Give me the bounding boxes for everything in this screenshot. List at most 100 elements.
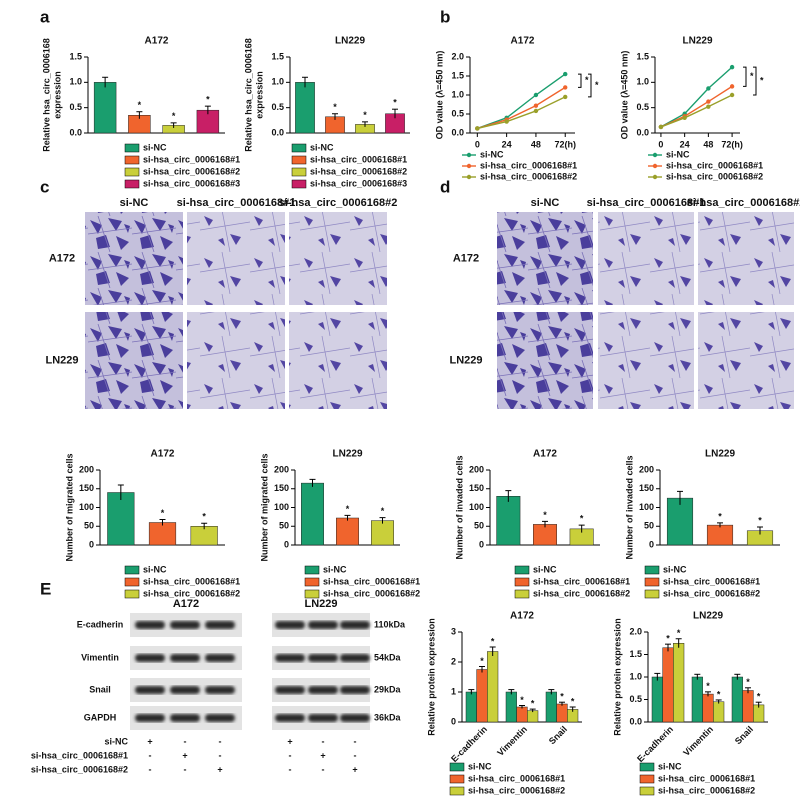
bar [93, 82, 117, 134]
line [477, 96, 566, 130]
significance: * [393, 98, 397, 108]
y-tick-label: 150 [639, 483, 654, 493]
legend-marker [652, 163, 658, 169]
x-tick-label: 72(h) [554, 139, 576, 149]
micrograph [698, 312, 794, 409]
y-axis-label: OD value (λ=450 nm) [434, 51, 444, 140]
y-tick-label: 0.5 [629, 694, 642, 704]
bar [556, 703, 568, 723]
micrograph [598, 212, 694, 305]
y-tick-label: 150 [469, 483, 484, 493]
condition-sign: - [322, 764, 325, 774]
chart-title: A172 [145, 36, 169, 47]
blot-band [275, 714, 305, 722]
bar [527, 710, 539, 723]
legend-swatch [124, 577, 140, 587]
bar [505, 691, 517, 723]
significance: * [161, 508, 165, 518]
legend-swatch [291, 167, 307, 177]
size-label: 29kDa [374, 684, 402, 694]
legend-label: si-hsa_circ_0006168#1 [658, 773, 755, 783]
blot-band [308, 621, 338, 629]
significance: * [718, 511, 722, 521]
point [533, 108, 539, 114]
legend-swatch [644, 565, 660, 575]
legend-label: si-NC [323, 564, 347, 574]
micrograph [598, 312, 694, 409]
legend-label: si-hsa_circ_0006168#1 [310, 154, 407, 164]
blot-title: A172 [173, 598, 199, 610]
y-tick-label: 50 [279, 521, 289, 531]
blot-band [275, 621, 305, 629]
significance: * [206, 95, 210, 105]
significance: * [706, 681, 710, 691]
legend-swatch [304, 565, 320, 575]
y-tick-label: 1.0 [629, 671, 642, 681]
condition-label: si-NC [104, 736, 128, 746]
y-tick-label: 1.5 [271, 51, 284, 61]
legend-label: si-NC [658, 761, 682, 771]
significance: * [172, 111, 176, 121]
chart-title: A172 [151, 449, 175, 460]
legend-label: si-NC [468, 761, 492, 771]
x-tick-label: E-cadherin [635, 724, 675, 764]
legend-label: si-hsa_circ_0006168#2 [658, 785, 755, 795]
column-label: si-hsa_circ_0006168#1 [177, 197, 296, 209]
panel-label: c [40, 177, 49, 196]
significance: * [138, 100, 142, 110]
legend-swatch [124, 143, 140, 153]
significance: * [543, 510, 547, 520]
y-tick-label: 50 [644, 521, 654, 531]
bar [673, 643, 685, 723]
micrograph [187, 312, 285, 409]
blot-band [205, 714, 235, 722]
condition-sign: + [147, 736, 152, 746]
blot-band [135, 714, 165, 722]
significance: * [717, 689, 721, 699]
blot-title: LN229 [304, 598, 337, 610]
x-tick-label: Vimentin [681, 724, 715, 758]
blot-band [275, 686, 305, 694]
bracket [588, 73, 592, 98]
y-tick-label: 150 [79, 483, 94, 493]
bracket-label: * [585, 75, 589, 85]
line [660, 66, 733, 128]
significance: * [746, 677, 750, 687]
legend-swatch [124, 179, 140, 189]
condition-sign: - [219, 750, 222, 760]
legend-label: si-hsa_circ_0006168#2 [533, 588, 630, 598]
legend-label: si-hsa_circ_0006168#1 [480, 160, 577, 170]
y-axis-label: expression [254, 71, 264, 119]
blot-band [340, 714, 370, 722]
significance: * [381, 506, 385, 516]
legend-marker [466, 152, 472, 158]
y-tick-label: 1.5 [636, 51, 649, 61]
blot-band [205, 686, 235, 694]
bar [496, 496, 521, 546]
y-axis-label: OD value (λ=450 nm) [619, 51, 629, 140]
blot-band [340, 654, 370, 662]
y-axis-label: Relative protein expression [426, 618, 436, 736]
y-axis-label: Relative hsa_circ_0006168 [41, 38, 51, 152]
y-axis-label: expression [52, 71, 62, 119]
legend-swatch [291, 179, 307, 189]
bar [691, 676, 703, 723]
bar [336, 517, 359, 546]
x-tick-label: Snail [733, 724, 755, 746]
y-tick-label: 0.5 [271, 102, 284, 112]
legend-label: si-hsa_circ_0006168#2 [480, 171, 577, 181]
y-axis-label: Relative hsa_circ_0006168 [243, 38, 253, 152]
legend-label: si-hsa_circ_0006168#1 [143, 154, 240, 164]
y-tick-label: 1.0 [271, 77, 284, 87]
y-tick-label: 1.0 [451, 89, 464, 99]
legend-label: si-hsa_circ_0006168#2 [666, 171, 763, 181]
x-tick-label: Vimentin [495, 724, 529, 758]
legend-swatch [124, 167, 140, 177]
row-label: A172 [453, 252, 479, 264]
y-tick-label: 0.0 [271, 127, 284, 137]
point [729, 64, 735, 70]
row-label: LN229 [45, 354, 78, 366]
y-tick-label: 2.0 [451, 51, 464, 61]
chart-title: LN229 [705, 449, 735, 460]
y-tick-label: 0 [284, 539, 289, 549]
